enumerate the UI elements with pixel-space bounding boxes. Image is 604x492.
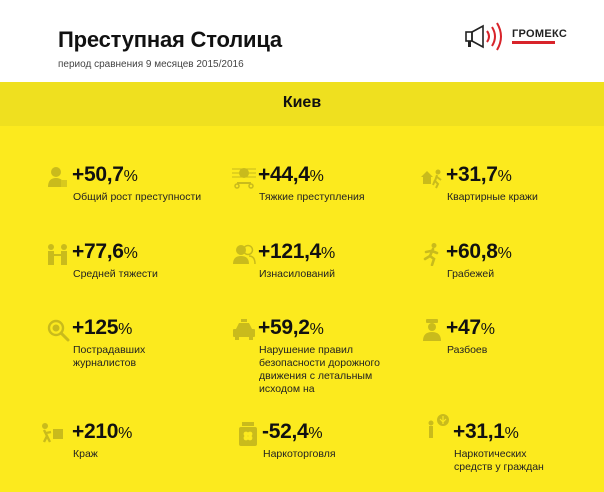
stat-unit: % [123, 168, 138, 185]
stat-value: +47 [446, 316, 481, 339]
stat-label: Пострадавших журналистов [73, 344, 146, 369]
stat-value: +50,7 [72, 163, 124, 186]
stat-label: Грабежей [447, 268, 495, 280]
victims-icon [233, 244, 256, 265]
stat-value: +31,7 [446, 163, 498, 186]
stat-unit: % [480, 321, 495, 338]
stats-grid: +50,7% Общий рост преступности +44,4% Тя… [0, 126, 604, 492]
stat-value: +77,6 [72, 240, 124, 263]
stat-unit: % [118, 321, 133, 338]
suspect-lineup-icon [232, 168, 256, 189]
logo-tagline-bar [512, 41, 555, 44]
magnifier-icon [47, 319, 70, 342]
stat-unit: % [309, 168, 324, 185]
stat-unit: % [321, 245, 335, 262]
stat-unit: % [504, 425, 519, 442]
house-burglary-icon [421, 169, 442, 189]
running-man-icon [423, 243, 439, 266]
stat-label: Изнасилований [259, 268, 336, 280]
stat-value: +31,1 [453, 420, 505, 443]
stat-unit: % [497, 245, 512, 262]
stat-label: Средней тяжести [73, 268, 158, 280]
stat-value: +121,4 [258, 240, 322, 263]
stat-unit: % [309, 321, 324, 338]
logo-text: ГРОМЕКС [512, 28, 568, 40]
city-name: Киев [282, 94, 322, 111]
drug-jar-icon [239, 422, 257, 446]
stat-unit: % [118, 425, 133, 442]
stat-label: Тяжкие преступления [259, 191, 365, 203]
page-subtitle: период сравнения 9 месяцев 2015/2016 [58, 59, 244, 70]
stat-value: +44,4 [258, 163, 310, 186]
stat-label: Наркотических средств у граждан [454, 448, 544, 473]
header: Преступная Столица период сравнения 9 ме… [0, 0, 604, 82]
page-title: Преступная Столица [58, 27, 282, 52]
megaphone-icon [465, 22, 502, 51]
stat-value: +125 [72, 316, 119, 339]
stat-label: Разбоев [447, 344, 488, 356]
stat-value: +59,2 [258, 316, 310, 339]
arrest-icon [48, 244, 67, 265]
thief-icon [42, 423, 63, 443]
gromeks-logo: ГРОМЕКС [465, 22, 580, 52]
criminal-icon [48, 167, 67, 187]
stat-value: +210 [72, 420, 119, 443]
stat-unit: % [308, 425, 323, 442]
stat-label: Нарушение правил безопасности дорожного … [259, 344, 380, 395]
stat-label: Квартирные кражи [447, 191, 538, 203]
stat-value: +60,8 [446, 240, 498, 263]
stat-unit: % [497, 168, 512, 185]
taxi-car-icon [233, 319, 255, 340]
stat-label: Наркоторговля [263, 448, 336, 460]
stat-label: Общий рост преступности [73, 191, 202, 203]
stat-value: -52,4 [262, 420, 309, 443]
cannabis-person-icon [428, 414, 449, 438]
city-band: Киев [0, 82, 604, 126]
stat-label: Краж [73, 448, 98, 460]
policeman-icon [423, 319, 441, 341]
stat-unit: % [123, 245, 138, 262]
